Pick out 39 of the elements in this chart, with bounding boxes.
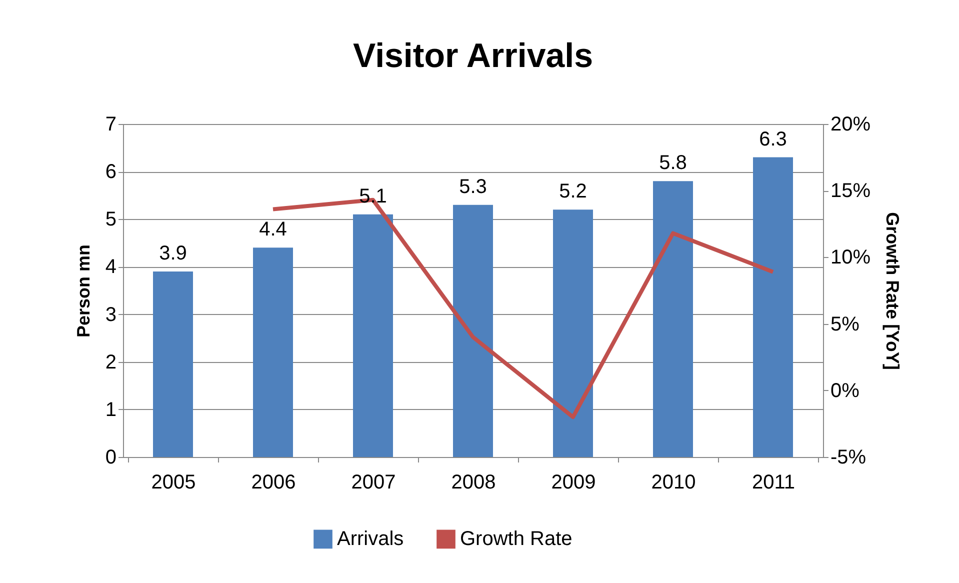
y-tick-label: 3 (105, 304, 116, 326)
legend-label: Growth Rate (460, 528, 572, 550)
y-tick-label: 6 (105, 161, 116, 184)
bar (753, 157, 793, 457)
bar (153, 271, 193, 457)
y2-tick-label: 10% (830, 246, 871, 269)
bar (353, 214, 393, 457)
bar (653, 181, 693, 457)
x-tick-label: 2009 (551, 472, 596, 494)
y2-tick-label: 5% (830, 313, 860, 336)
data-label: 4.4 (259, 218, 287, 241)
y-tick-label: 4 (105, 256, 116, 278)
y2-tick-label: 20% (830, 114, 871, 136)
y2-tick-label: -5% (830, 446, 866, 468)
bar (553, 210, 593, 457)
bar (453, 204, 493, 457)
data-label: 6.3 (759, 128, 787, 150)
x-tick-label: 2008 (451, 472, 496, 494)
y2-tick-label: 15% (830, 180, 871, 202)
y-axis-title: Person mn (73, 244, 94, 338)
y-tick-label: 0 (105, 446, 116, 468)
x-tick-label: 2007 (351, 472, 396, 494)
y-tick-label: 7 (105, 114, 116, 136)
x-tick-label: 2010 (651, 472, 696, 494)
data-label: 3.9 (159, 242, 187, 264)
data-label: 5.3 (459, 176, 487, 198)
y2-axis-title: Growth Rate [YoY] (882, 212, 903, 370)
bar (253, 248, 293, 457)
x-tick-label: 2006 (251, 472, 296, 494)
y-tick-label: 2 (105, 351, 116, 374)
y2-tick-label: 0% (830, 380, 860, 402)
y-tick-label: 1 (105, 398, 116, 421)
data-label: 5.8 (659, 152, 687, 174)
y-tick-label: 5 (105, 208, 116, 231)
legend-label: Arrivals (337, 528, 404, 550)
x-tick-label: 2005 (151, 472, 196, 494)
data-label: 5.2 (559, 180, 587, 203)
chart-title: Visitor Arrivals (352, 37, 594, 75)
x-tick-label: 2011 (752, 472, 796, 494)
